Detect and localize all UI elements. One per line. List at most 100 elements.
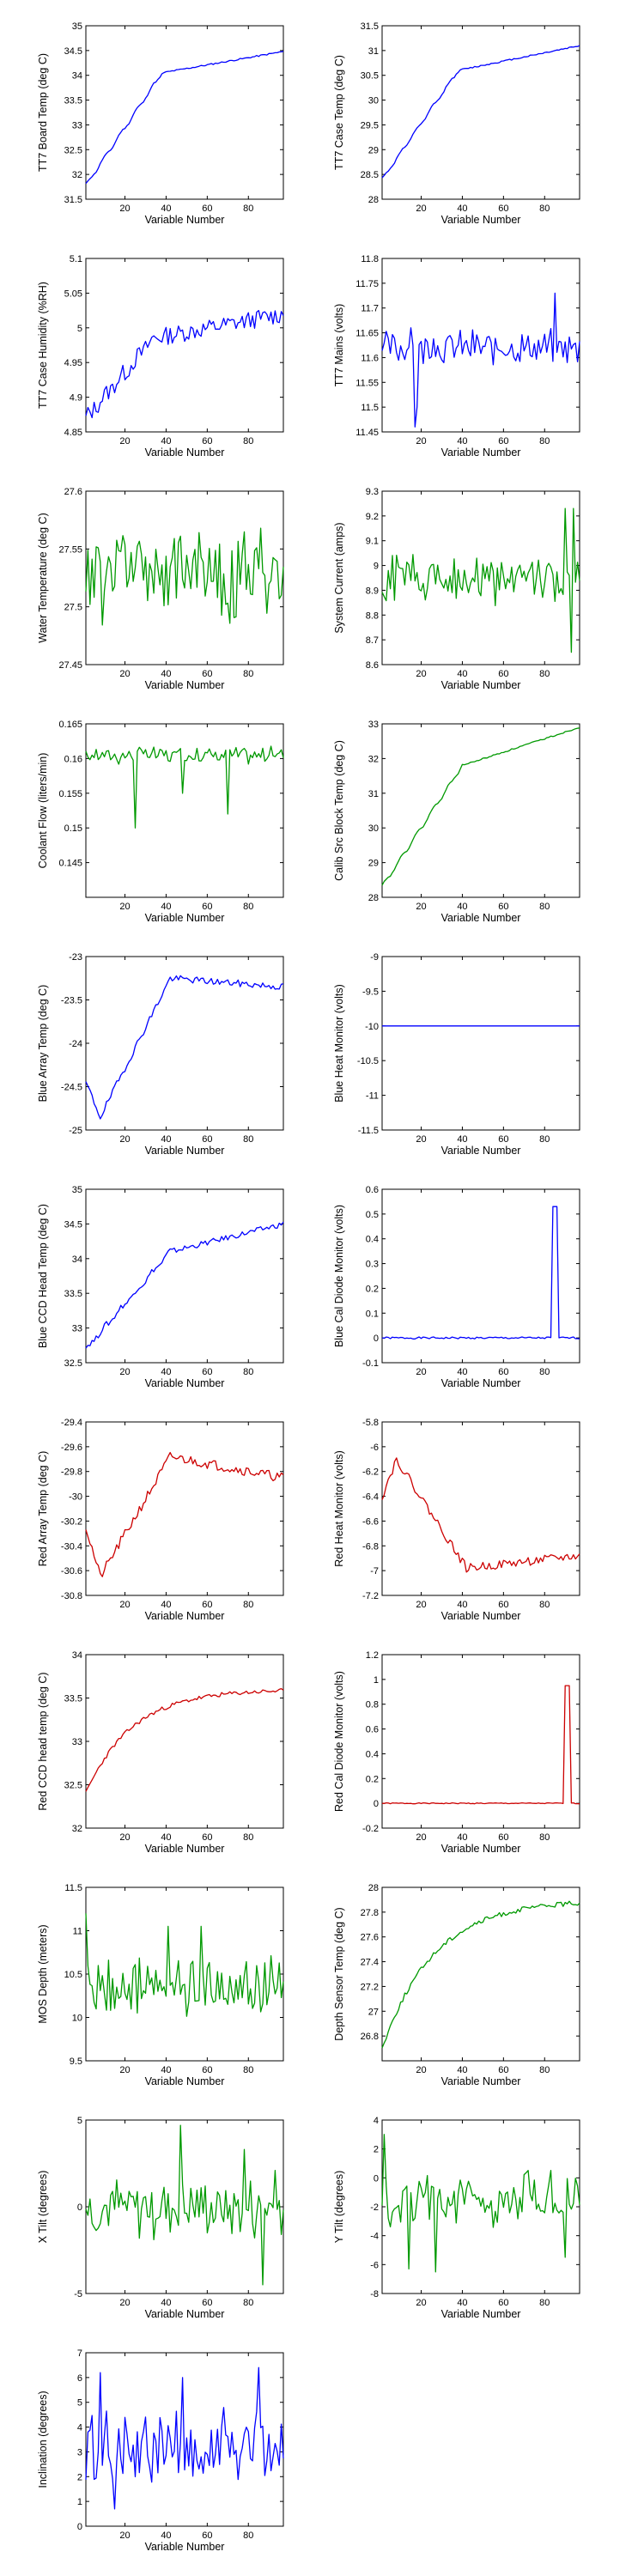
x-tick-label: 40: [457, 1134, 467, 1145]
y-tick-label: -5: [74, 2289, 82, 2300]
y-tick-label: -6.2: [362, 1467, 379, 1478]
y-axis-label: Red Heat Monitor (volts): [333, 1450, 345, 1566]
x-tick-label: 80: [243, 1367, 253, 1377]
y-axis-label: TT7 Mains (volts): [333, 304, 345, 387]
y-tick-label: -7.2: [362, 1591, 379, 1601]
y-tick-label: 27.45: [58, 660, 82, 671]
y-tick-label: -0.1: [362, 1358, 379, 1369]
y-tick-label: 27.2: [361, 1982, 379, 1992]
y-tick-label: 31: [368, 46, 379, 57]
y-tick-label: 3: [77, 2447, 82, 2458]
x-tick-label: 20: [416, 902, 426, 912]
y-tick-label: 29: [368, 859, 379, 869]
y-tick-label: 11.6: [361, 353, 379, 363]
y-tick-label: 0: [374, 1334, 379, 1344]
x-tick-label: 20: [416, 204, 426, 214]
y-tick-label: 0.16: [64, 754, 82, 764]
plot-area: [85, 1654, 284, 1829]
x-tick-label: 60: [498, 1832, 508, 1843]
plot-area: [381, 490, 580, 665]
y-axis-label: Water Temperature (deg C): [37, 513, 49, 642]
x-tick-label: 80: [539, 1134, 550, 1145]
x-tick-label: 40: [457, 1832, 467, 1843]
y-tick-label: 0.6: [366, 1725, 379, 1735]
y-axis-label: Blue Cal Diode Monitor (volts): [333, 1205, 345, 1347]
y-tick-label: 32.5: [64, 1781, 82, 1791]
y-tick-label: 34.5: [64, 1219, 82, 1230]
plot-area: [85, 2352, 284, 2527]
series-line: [381, 1206, 580, 1340]
y-axis-label: Red Cal Diode Monitor (volts): [333, 1671, 345, 1812]
series-line: [85, 975, 284, 1120]
x-tick-label: 20: [416, 2298, 426, 2308]
series-line: [381, 1900, 580, 2049]
plot-area: [381, 1421, 580, 1596]
y-axis-label: Calib Src Block Temp (deg C): [333, 740, 345, 881]
x-tick-label: 40: [457, 669, 467, 679]
y-tick-label: -30.4: [61, 1541, 82, 1552]
y-tick-label: 30.5: [361, 71, 379, 82]
y-tick-label: 34.5: [64, 46, 82, 57]
y-tick-label: 29: [368, 145, 379, 155]
x-tick-label: 20: [119, 1367, 130, 1377]
x-tick-label: 80: [243, 1134, 253, 1145]
x-tick-label: 40: [161, 1832, 171, 1843]
y-tick-label: 27.6: [64, 487, 82, 497]
y-tick-label: 32.5: [64, 145, 82, 155]
x-tick-label: 40: [161, 1367, 171, 1377]
y-tick-label: 8.7: [366, 635, 379, 646]
y-tick-label: 34: [72, 71, 82, 82]
y-tick-label: 0.8: [366, 1700, 379, 1710]
y-axis-label: Red CCD head temp (deg C): [37, 1672, 49, 1810]
x-axis-label: Variable Number: [441, 1377, 521, 1389]
y-tick-label: 32: [72, 1824, 82, 1834]
x-tick-label: 80: [243, 902, 253, 912]
y-tick-label: 1.2: [366, 1650, 379, 1661]
y-tick-label: 9: [374, 562, 379, 572]
y-tick-label: 0.2: [366, 1774, 379, 1784]
y-tick-label: 1: [77, 2497, 82, 2507]
x-tick-label: 60: [202, 2298, 212, 2308]
y-tick-label: 0.2: [366, 1284, 379, 1294]
y-tick-label: 5: [77, 2398, 82, 2409]
y-tick-label: 32.5: [64, 1358, 82, 1369]
y-tick-label: -10.5: [357, 1056, 379, 1066]
y-tick-label: 9.3: [366, 487, 379, 497]
x-tick-label: 20: [416, 669, 426, 679]
y-tick-label: 8.9: [366, 586, 379, 596]
x-axis-label: Variable Number: [145, 1145, 225, 1157]
y-tick-label: 27.6: [361, 1933, 379, 1943]
chart-panel: 20 40 60 80 28 28.5 29 29.5 30 30.5 31 31.5 Variable…: [333, 21, 580, 226]
y-tick-label: 5.1: [70, 254, 82, 264]
plot-area: [381, 1886, 580, 2062]
x-tick-label: 80: [243, 2298, 253, 2308]
y-tick-label: -30.2: [61, 1516, 82, 1527]
x-tick-label: 40: [457, 1367, 467, 1377]
y-tick-label: 11.8: [361, 254, 379, 264]
y-tick-label: 9.5: [70, 2057, 82, 2067]
chart-panel: 20 40 60 80 11.45 11.5 11.55 11.6 11.65 11.7 11.75…: [333, 254, 580, 459]
x-tick-label: 80: [243, 2530, 253, 2541]
x-tick-label: 80: [243, 669, 253, 679]
y-tick-label: 27.5: [64, 603, 82, 613]
x-tick-label: 60: [498, 669, 508, 679]
y-axis-label: Y Tilt (degrees): [333, 2171, 345, 2244]
chart-panel: 20 40 60 80 -25 -24.5 -24 -23.5 -23 Variable Numb…: [37, 952, 284, 1157]
y-axis-label: MOS Depth (meters): [37, 1924, 49, 2023]
y-tick-label: 27.8: [361, 1908, 379, 1918]
y-tick-label: -30: [69, 1492, 82, 1503]
y-tick-label: 0: [374, 2173, 379, 2184]
x-tick-label: 20: [416, 2065, 426, 2075]
y-tick-label: 26.8: [361, 2032, 379, 2042]
chart-panel: 20 40 60 80 0.145 0.15 0.155 0.16 0.165 Variable …: [37, 720, 284, 924]
y-tick-label: -6: [370, 1443, 379, 1453]
x-tick-label: 40: [457, 436, 467, 447]
plot-area: [381, 25, 580, 200]
series-line: [85, 1913, 284, 2017]
chart-panel: 20 40 60 80 -7.2 -7 -6.8 -6.6 -6.4 -6.2 -6 -5.8 Vari…: [333, 1418, 580, 1622]
x-tick-label: 60: [498, 2298, 508, 2308]
y-tick-label: 4.9: [70, 393, 82, 404]
y-tick-label: 0.15: [64, 823, 82, 834]
x-tick-label: 60: [202, 2065, 212, 2075]
plot-area: [381, 956, 580, 1131]
